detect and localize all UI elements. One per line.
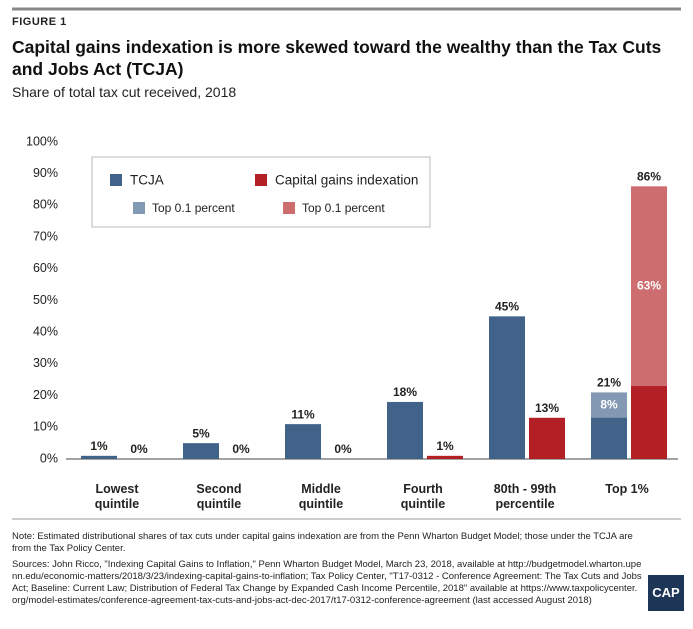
figure-label: FIGURE 1: [12, 16, 67, 28]
y-tick-label: 30%: [33, 356, 58, 370]
value-label: 1%: [90, 439, 108, 453]
note: Note: Estimated distributional shares of…: [12, 531, 633, 554]
logo: CAP: [648, 575, 684, 611]
x-tick-label: Top 1%: [605, 482, 649, 496]
bar: [285, 424, 321, 459]
legend-label: Top 0.1 percent: [302, 201, 385, 215]
value-label: 13%: [535, 401, 559, 415]
y-tick-label: 40%: [33, 324, 58, 338]
legend-swatch-hatch: [283, 202, 295, 214]
value-label: 1%: [436, 439, 454, 453]
top-share-label: 63%: [637, 278, 661, 292]
y-tick-label: 20%: [33, 388, 58, 402]
y-tick-label: 0%: [40, 451, 58, 465]
y-tick-label: 80%: [33, 198, 58, 212]
legend-label: Capital gains indexation: [275, 173, 418, 188]
bar: [489, 316, 525, 459]
top-share-bar: [631, 186, 667, 387]
bar: [529, 417, 565, 459]
top-share-bar: [591, 392, 627, 418]
y-tick-label: 100%: [26, 134, 58, 148]
chart-subtitle: Share of total tax cut received, 2018: [12, 84, 237, 100]
value-label: 21%: [597, 376, 621, 390]
legend-swatch: [255, 174, 267, 186]
bar: [387, 401, 423, 459]
legend-swatch-hatch: [133, 202, 145, 214]
y-tick-label: 50%: [33, 293, 58, 307]
legend-label: Top 0.1 percent: [152, 201, 235, 215]
top-share-label: 8%: [600, 397, 618, 411]
legend-label: TCJA: [130, 173, 164, 188]
value-label: 86%: [637, 170, 661, 184]
x-tick-label: Middle quintile: [298, 482, 344, 511]
sources: Sources: John Ricco, "Indexing Capital G…: [12, 559, 642, 606]
x-tick-label: Fourth quintile: [400, 482, 446, 511]
legend-swatch: [110, 174, 122, 186]
value-label: 5%: [192, 426, 210, 440]
x-tick-label: 80th - 99th percentile: [493, 482, 557, 511]
y-tick-label: 90%: [33, 166, 58, 180]
value-label: 0%: [232, 442, 250, 456]
value-label: 0%: [334, 442, 352, 456]
value-label: 0%: [130, 442, 148, 456]
bar: [183, 443, 219, 459]
y-tick-label: 60%: [33, 261, 58, 275]
legend-box: [91, 156, 431, 228]
value-label: 11%: [291, 407, 315, 421]
x-tick-label: Second quintile: [196, 482, 242, 511]
x-tick-label: Lowest quintile: [94, 482, 140, 511]
y-tick-label: 10%: [33, 420, 58, 434]
chart-title: Capital gains indexation is more skewed …: [12, 37, 662, 79]
bar: [427, 455, 463, 459]
value-label: 18%: [393, 385, 417, 399]
bar: [81, 455, 117, 459]
value-label: 45%: [495, 300, 519, 314]
y-tick-label: 70%: [33, 229, 58, 243]
